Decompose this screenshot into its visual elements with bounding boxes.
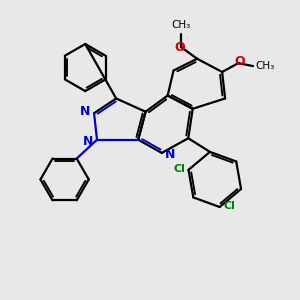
Text: N: N xyxy=(80,105,90,118)
Text: CH₃: CH₃ xyxy=(171,20,190,31)
Text: O: O xyxy=(234,55,244,68)
Text: CH₃: CH₃ xyxy=(256,61,275,71)
Text: O: O xyxy=(174,41,185,54)
Text: Cl: Cl xyxy=(174,164,186,174)
Text: Cl: Cl xyxy=(223,201,235,212)
Text: N: N xyxy=(83,135,93,148)
Text: N: N xyxy=(165,148,175,160)
